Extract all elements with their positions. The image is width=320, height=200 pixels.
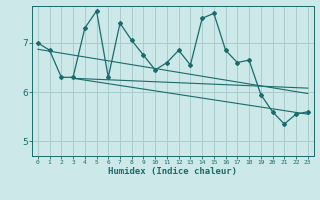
X-axis label: Humidex (Indice chaleur): Humidex (Indice chaleur) (108, 167, 237, 176)
